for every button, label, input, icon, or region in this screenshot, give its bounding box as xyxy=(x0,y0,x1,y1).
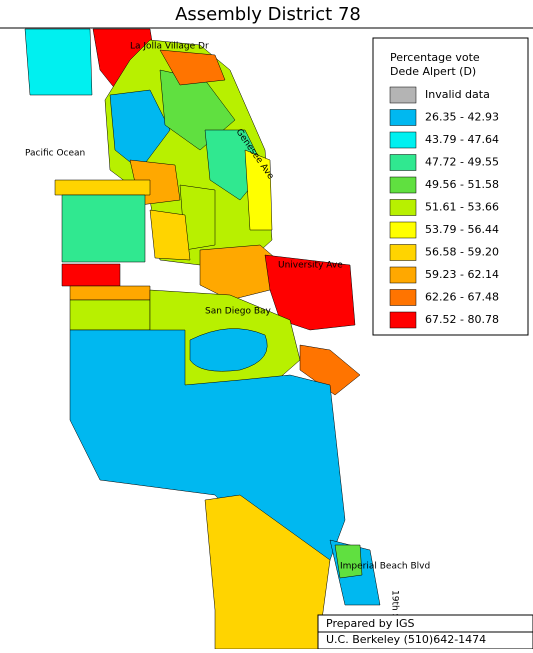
legend-swatch xyxy=(389,266,417,284)
legend-swatch xyxy=(389,199,417,216)
legend-label: 47.72 - 49.55 xyxy=(425,156,499,169)
footer-text: U.C. Berkeley (510)642-1474 xyxy=(326,633,486,646)
legend-label: Invalid data xyxy=(425,88,490,101)
legend-swatch xyxy=(389,289,417,306)
footer-text: Prepared by IGS xyxy=(326,617,414,630)
legend-title: Percentage vote xyxy=(390,51,480,64)
legend-label: 53.79 - 56.44 xyxy=(425,223,499,236)
legend-title: Dede Alpert (D) xyxy=(390,65,476,78)
legend-label: 62.26 - 67.48 xyxy=(425,291,499,304)
legend-label: 67.52 - 80.78 xyxy=(425,313,499,326)
legend-label: 26.35 - 42.93 xyxy=(425,111,499,124)
district-map xyxy=(24,28,381,650)
place-label: 19th St xyxy=(390,590,400,623)
map-title: Assembly District 78 xyxy=(175,4,361,25)
legend-label: 49.56 - 51.58 xyxy=(425,178,499,191)
legend: Percentage vote Dede Alpert (D) Invalid … xyxy=(372,37,529,336)
legend-swatch xyxy=(389,311,417,329)
legend-label: 43.79 - 47.64 xyxy=(425,133,499,146)
legend-label: 59.23 - 62.14 xyxy=(425,268,499,281)
legend-swatch xyxy=(389,176,417,194)
legend-swatch xyxy=(389,244,417,261)
place-label: University Ave xyxy=(278,261,343,271)
place-label: Imperial Beach Blvd xyxy=(340,562,430,572)
legend-label: 51.61 - 53.66 xyxy=(425,201,499,214)
legend-label: 56.58 - 59.20 xyxy=(425,246,499,259)
legend-swatch xyxy=(389,154,417,171)
legend-swatch xyxy=(389,221,417,239)
place-label: Pacific Ocean xyxy=(25,149,85,159)
place-label: San Diego Bay xyxy=(205,307,272,317)
legend-swatch xyxy=(389,109,417,126)
legend-swatch xyxy=(389,86,417,104)
legend-swatch xyxy=(389,131,417,149)
place-label: La Jolla Village Dr xyxy=(130,42,209,52)
